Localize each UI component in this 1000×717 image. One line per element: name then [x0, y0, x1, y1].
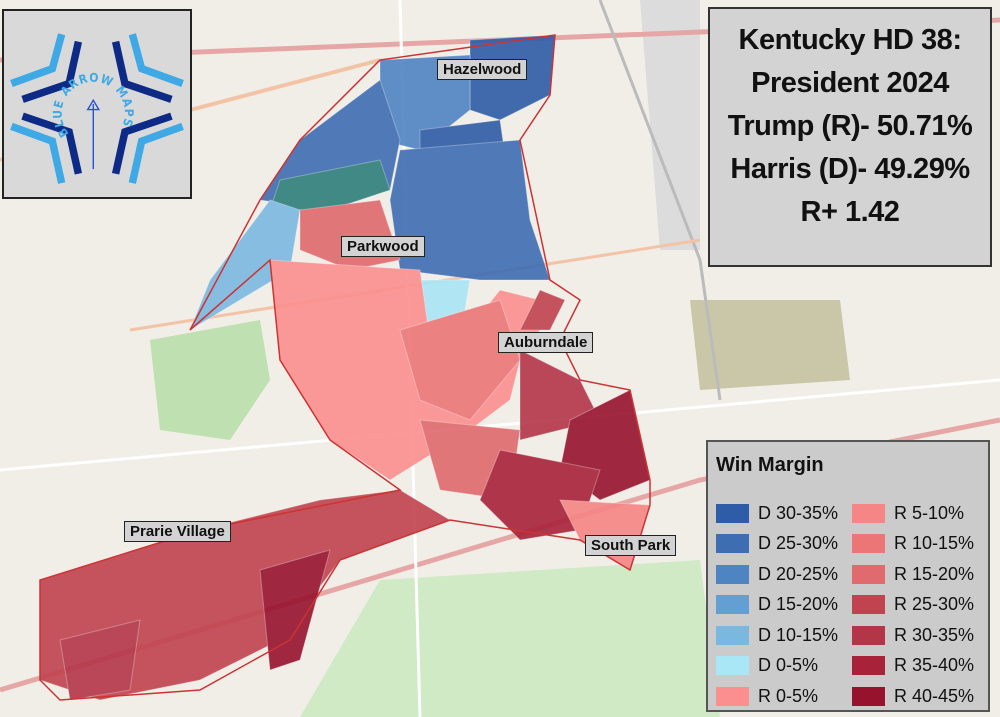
legend-item: R 25-30%: [852, 590, 974, 621]
legend-label: R 15-20%: [894, 563, 975, 584]
legend-swatch: [716, 503, 749, 523]
legend-label: R 10-15%: [894, 533, 975, 554]
place-label-hazelwood: Hazelwood: [437, 59, 528, 80]
legend-swatch: [852, 686, 885, 706]
legend-label: R 35-40%: [894, 655, 975, 676]
legend-swatch: [716, 534, 749, 554]
legend-item: R 0-5%: [716, 681, 838, 712]
legend-swatch: [716, 595, 749, 615]
trump-result: Trump (R)- 50.71%: [727, 110, 973, 142]
legend-label: R 5-10%: [894, 502, 965, 523]
legend-item: R 30-35%: [852, 620, 974, 651]
legend-item: R 15-20%: [852, 559, 974, 590]
legend-swatch: [716, 686, 749, 706]
legend-item: D 0-5%: [716, 651, 838, 682]
legend-swatch: [716, 625, 749, 645]
legend-item: R 40-45%: [852, 681, 974, 712]
title-box: Kentucky HD 38: President 2024 Trump (R)…: [708, 7, 992, 267]
legend-label: D 0-5%: [758, 655, 819, 676]
place-label-auburndale: Auburndale: [498, 332, 594, 353]
precinct: [59, 619, 141, 701]
legend-label: D 25-30%: [758, 533, 839, 554]
precinct: [259, 549, 331, 671]
legend-swatch: [852, 656, 885, 676]
blue-arrow-maps-logo: BLUE ARROW MAPS: [2, 9, 192, 199]
precinct: [399, 299, 521, 421]
district-outline: [39, 34, 651, 701]
legend: Win Margin D 30-35% D 25-30% D 20-25% D 15-…: [706, 440, 990, 712]
title-line: President 2024: [751, 67, 949, 99]
legend-label: D 10-15%: [758, 624, 839, 645]
legend-label: D 30-35%: [758, 502, 839, 523]
legend-swatch: [716, 656, 749, 676]
legend-label: D 15-20%: [758, 594, 839, 615]
legend-item: D 15-20%: [716, 590, 838, 621]
legend-item: R 10-15%: [852, 529, 974, 560]
legend-item: D 10-15%: [716, 620, 838, 651]
legend-item: D 30-35%: [716, 498, 838, 529]
legend-item: D 20-25%: [716, 559, 838, 590]
legend-label: D 20-25%: [758, 563, 839, 584]
legend-label: R 30-35%: [894, 624, 975, 645]
legend-label: R 40-45%: [894, 685, 975, 706]
legend-swatch: [852, 625, 885, 645]
legend-item: R 5-10%: [852, 498, 974, 529]
precinct: [519, 289, 566, 331]
legend-swatch: [852, 503, 885, 523]
legend-swatch: [716, 564, 749, 584]
place-label-south-park: South Park: [585, 535, 677, 556]
place-label-parkwood: Parkwood: [341, 236, 425, 257]
legend-label: R 0-5%: [758, 685, 819, 706]
legend-item: D 25-30%: [716, 529, 838, 560]
precincts: [39, 34, 651, 701]
legend-title: Win Margin: [716, 454, 824, 476]
precinct: [389, 139, 551, 281]
precinct: [188, 199, 301, 332]
legend-label: R 25-30%: [894, 594, 975, 615]
harris-result: Harris (D)- 49.29%: [730, 153, 970, 185]
legend-swatch: [852, 534, 885, 554]
title-line: Kentucky HD 38:: [738, 24, 962, 56]
place-label-prarie-village: Prarie Village: [124, 521, 231, 542]
legend-item: R 35-40%: [852, 651, 974, 682]
legend-swatch: [852, 564, 885, 584]
legend-swatch: [852, 595, 885, 615]
margin-result: R+ 1.42: [800, 196, 900, 228]
